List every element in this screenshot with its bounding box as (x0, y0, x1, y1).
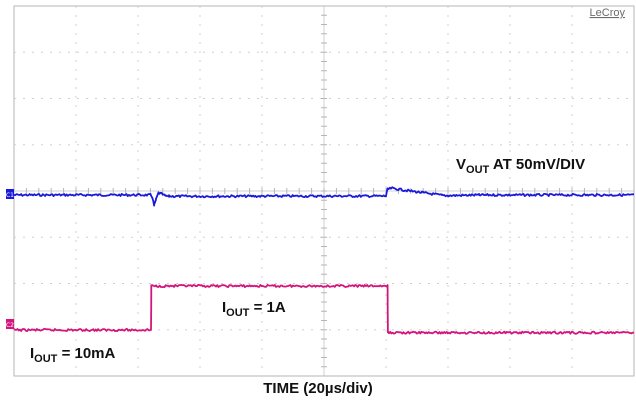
iout-high-annotation: IOUT = 1A (222, 299, 286, 319)
channel-markers: C1 C2 (6, 189, 14, 329)
iout-low-annotation: IOUT = 10mA (30, 345, 116, 365)
channel-marker (6, 319, 14, 329)
series-line-vout (13, 186, 635, 207)
channel-marker-label: C1 (6, 192, 14, 199)
x-axis-label: TIME (20µs/div) (263, 380, 373, 397)
channel-marker (6, 189, 14, 199)
series-line-iout (13, 284, 635, 335)
scope-traces (13, 186, 635, 335)
vout-series-label: VOUT AT 50mV/DIV (456, 156, 585, 176)
scope-grid (13, 5, 635, 377)
brand-label: LeCroy (590, 7, 626, 19)
channel-marker-label: C2 (6, 322, 14, 329)
